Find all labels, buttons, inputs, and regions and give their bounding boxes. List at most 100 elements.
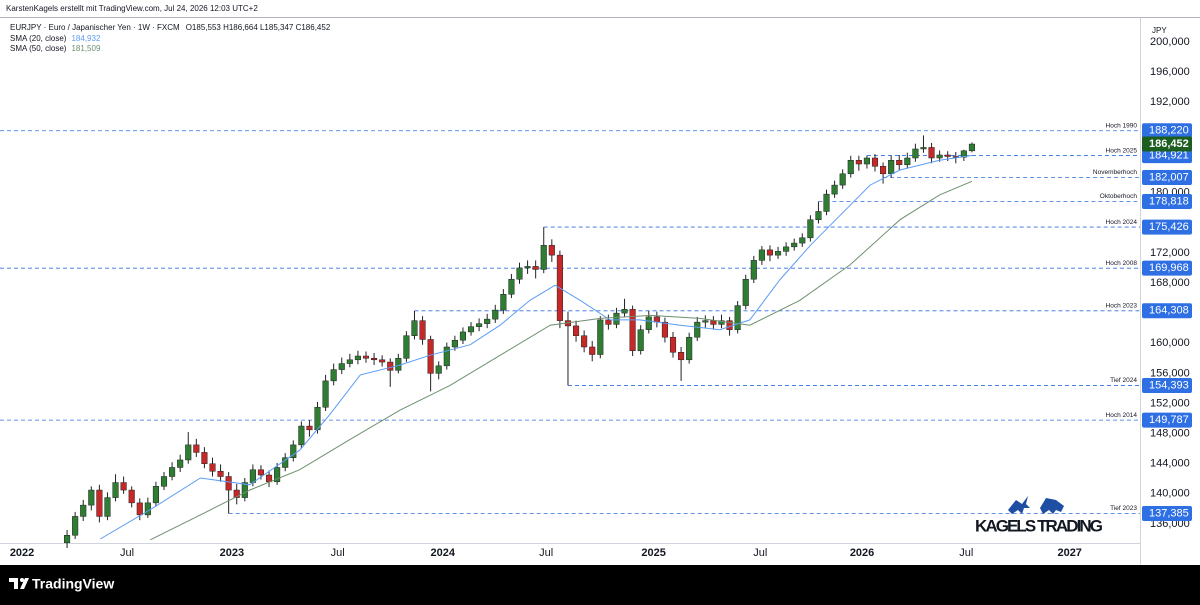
bear-icon: [1040, 498, 1064, 514]
candle-body: [847, 160, 854, 175]
candle-body: [443, 346, 450, 367]
candle-body: [581, 335, 588, 348]
level-tag: [1142, 148, 1192, 164]
candle-body: [936, 154, 943, 159]
candle-body: [144, 502, 151, 516]
candle-body: [500, 294, 507, 311]
candle-body: [64, 534, 71, 544]
candle-body: [573, 325, 580, 336]
candle-body: [160, 476, 168, 487]
level-tag: [1142, 303, 1192, 319]
candle-body: [540, 245, 547, 270]
y-tick-label: 172,000: [1150, 247, 1190, 259]
level-label: 184,921: [1149, 149, 1189, 161]
platform-name: TradingView: [32, 576, 114, 592]
candle-body: [774, 251, 782, 256]
candle-body: [177, 459, 184, 468]
candle-body: [758, 249, 765, 261]
candle-body: [403, 335, 410, 359]
level-name: Novemberhoch: [1093, 169, 1137, 176]
candle-body: [306, 425, 313, 431]
candle-body: [387, 361, 394, 371]
candle-body: [855, 160, 862, 165]
level-tag: [1142, 377, 1192, 393]
x-tick-label: 2023: [220, 547, 244, 559]
y-tick-label: 148,000: [1150, 427, 1190, 439]
candle-body: [217, 470, 224, 477]
candle-body: [637, 329, 644, 352]
x-tick-label: Jul: [753, 547, 767, 559]
candle-body: [702, 320, 709, 323]
candle-body: [888, 160, 895, 175]
candle-body: [249, 469, 256, 483]
candle-body: [783, 246, 790, 252]
y-tick-label: 196,000: [1150, 66, 1190, 78]
level-label: 154,393: [1149, 379, 1189, 391]
candle-body: [896, 160, 903, 166]
level-name: Hoch 2025: [1106, 147, 1138, 154]
candle-body: [290, 444, 297, 458]
y-tick-label: 168,000: [1150, 277, 1190, 289]
level-label: 149,787: [1149, 414, 1189, 426]
candle-body: [257, 469, 265, 476]
candle-body: [605, 319, 612, 325]
candle-body: [928, 147, 935, 159]
candle-body: [742, 278, 749, 306]
candle-body: [96, 489, 103, 517]
x-tick-label: 2024: [431, 547, 456, 559]
level-tag: [1142, 219, 1192, 235]
logo-dot: [20, 578, 24, 582]
candle-body: [419, 320, 426, 340]
level-name: Hoch 2023: [1106, 303, 1138, 310]
candle-body: [185, 444, 192, 461]
candle-body: [548, 245, 555, 256]
level-tag: [1142, 506, 1192, 522]
brand: KAGELS TRADING: [975, 516, 1103, 535]
candle-body: [629, 309, 636, 352]
candle-body: [379, 359, 386, 363]
legend-value: 184,932: [71, 34, 100, 43]
candle-body: [863, 157, 870, 165]
level-label: 178,818: [1149, 195, 1189, 207]
candle-body: [532, 266, 539, 270]
level-name: Hoch 2008: [1106, 260, 1138, 267]
legend-name: SMA (20, close): [10, 34, 67, 43]
candle-body: [476, 323, 483, 327]
y-tick-label: 140,000: [1150, 488, 1190, 500]
candle-body: [112, 482, 119, 498]
candle-body: [645, 316, 652, 330]
candle-body: [871, 157, 879, 167]
candle-body: [298, 425, 305, 446]
x-tick-label: 2022: [10, 547, 34, 559]
candle-body: [831, 184, 838, 195]
level-name: Tief 2024: [1110, 377, 1137, 384]
logo-icon: [9, 578, 29, 589]
candle-body: [524, 266, 531, 269]
candle-body: [904, 157, 911, 166]
bull-icon: [1008, 496, 1030, 514]
candle-body: [661, 321, 668, 338]
candle-body: [233, 489, 240, 498]
candle-body: [104, 497, 111, 517]
candle-body: [435, 365, 442, 374]
candle-body: [678, 352, 685, 361]
candle-body: [338, 363, 345, 370]
candle-body: [839, 173, 846, 186]
level-name: Hoch 1990: [1106, 122, 1138, 129]
candle-body: [265, 474, 273, 483]
candle-body: [508, 278, 515, 295]
candle-body: [799, 237, 806, 244]
candle-body: [952, 156, 959, 158]
candle-body: [459, 331, 466, 341]
candle-body: [669, 336, 677, 353]
candle-body: [516, 267, 523, 280]
candle-body: [960, 150, 967, 158]
candle-body: [120, 482, 127, 491]
level-label: 188,220: [1149, 125, 1189, 137]
x-tick-label: 2026: [850, 547, 874, 559]
candle-body: [330, 369, 337, 382]
candle-body: [467, 326, 475, 333]
level-label: 182,007: [1149, 171, 1189, 183]
level-label: 137,385: [1149, 507, 1189, 519]
y-tick-label: 144,000: [1150, 458, 1190, 470]
